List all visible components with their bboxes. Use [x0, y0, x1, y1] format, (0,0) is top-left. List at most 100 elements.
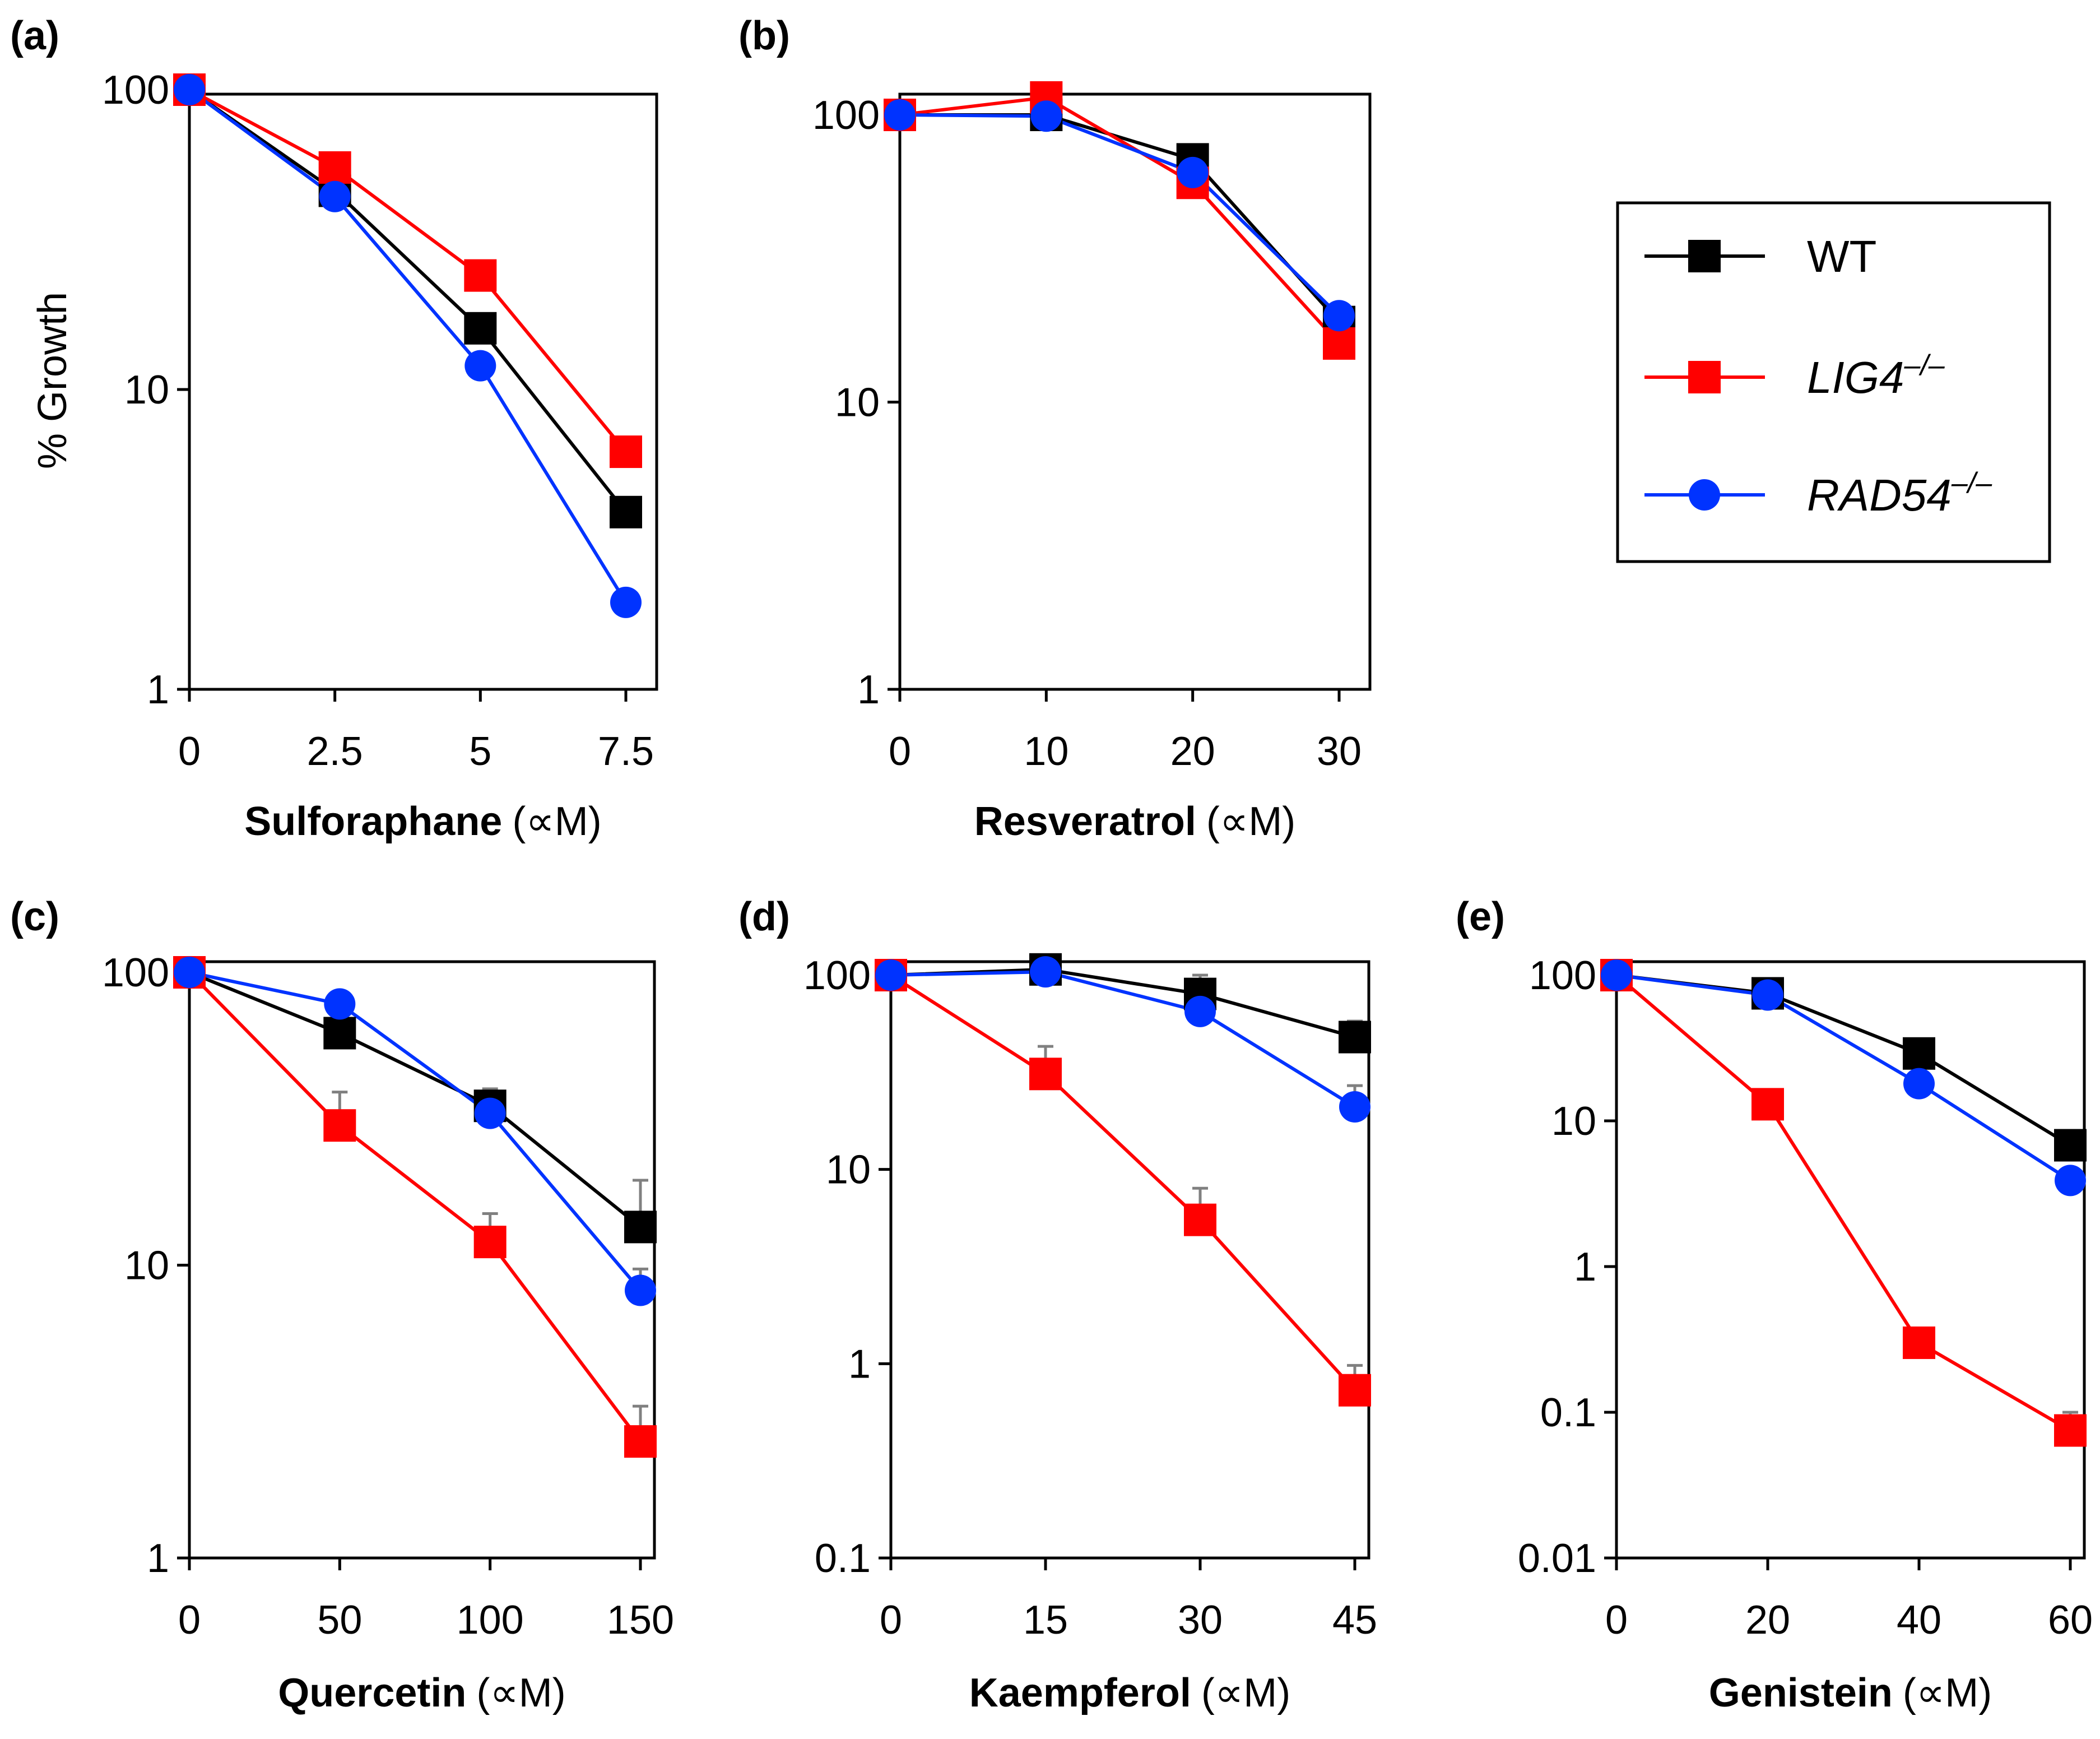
legend-marker — [1689, 479, 1720, 511]
point-LIG4 — [610, 435, 642, 469]
x-axis-label-compound: Genistein — [1709, 1671, 1893, 1715]
x-axis-label-unit: (∝M) — [512, 799, 601, 844]
point-LIG4 — [464, 259, 497, 292]
series-line-WT — [1616, 973, 2071, 1147]
point-LIG4 — [1323, 327, 1355, 360]
x-tick-label: 45 — [1332, 1598, 1377, 1643]
x-tick-label: 150 — [607, 1598, 674, 1643]
x-tick-label: 15 — [1023, 1598, 1068, 1643]
legend-superscript: –/– — [1951, 467, 1992, 499]
panel-b: 1 10 100 0 10 20 30 (b) Resveratrol (∝M) — [738, 13, 1372, 844]
x-tick-label: 100 — [457, 1598, 524, 1643]
y-tick-label: 10 — [826, 1148, 871, 1193]
series-line-LIG4 — [188, 971, 642, 1443]
x-tick-label: 20 — [1170, 729, 1215, 774]
y-tick-label: 1 — [147, 1536, 169, 1581]
x-axis-label: Kaempferol (∝M) — [969, 1671, 1290, 1715]
x-tick-label: 0 — [1605, 1598, 1628, 1643]
panel-label: (e) — [1456, 894, 1505, 939]
y-tick-label: 10 — [124, 1244, 169, 1288]
point-RAD54 — [1323, 300, 1355, 332]
panel-label: (a) — [10, 13, 59, 58]
panel-d: 0.1 1 10 100 0 15 30 45 (d) Kaempferol (∝M) — [738, 894, 1377, 1715]
x-tick-label: 2.5 — [307, 729, 363, 774]
point-WT — [610, 495, 642, 528]
legend-label: RAD54–/– — [1807, 467, 1992, 520]
x-tick-label: 7.5 — [598, 729, 654, 774]
x-tick-label: 5 — [469, 729, 491, 774]
x-axis-label-compound: Kaempferol — [969, 1671, 1191, 1715]
legend: WT LIG4–/– RAD54–/– — [1616, 201, 2051, 563]
series-line-RAD54 — [1616, 973, 2071, 1182]
point-LIG4 — [1184, 1203, 1216, 1236]
point-LIG4 — [1751, 1088, 1784, 1121]
y-tick-label: 100 — [803, 953, 871, 998]
point-RAD54 — [1903, 1068, 1935, 1100]
point-RAD54 — [884, 99, 916, 131]
x-tick-label: 30 — [1178, 1598, 1223, 1643]
legend-label: WT — [1807, 231, 1876, 281]
point-LIG4 — [2054, 1414, 2087, 1447]
point-LIG4 — [473, 1226, 507, 1259]
x-axis-label-unit: (∝M) — [1201, 1671, 1290, 1715]
x-tick-label: 0 — [178, 1598, 201, 1643]
series-line-WT — [188, 971, 642, 1228]
legend-label: LIG4–/– — [1807, 349, 1945, 402]
point-RAD54 — [625, 1274, 656, 1306]
series-line-LIG4 — [188, 88, 628, 453]
x-tick-label: 0 — [889, 729, 911, 774]
point-RAD54 — [1752, 979, 1783, 1011]
series-line-RAD54 — [899, 113, 1341, 317]
y-tick-label: 1 — [1574, 1245, 1596, 1290]
series-line-WT — [890, 967, 1355, 1039]
x-axis-label-compound: Sulforaphane — [244, 799, 502, 844]
series-line-RAD54 — [189, 971, 642, 1292]
series-line-LIG4 — [890, 973, 1356, 1392]
panel-c: 1 10 100 0 50 100 150 (c) Quercetin (∝M) — [10, 894, 674, 1715]
plot-frame — [889, 960, 1370, 1560]
point-LIG4 — [1339, 1374, 1371, 1407]
y-tick-label: 100 — [1529, 953, 1596, 998]
x-axis-label: Genistein (∝M) — [1709, 1671, 1992, 1715]
panel-label: (d) — [738, 894, 790, 939]
y-tick-label: 0.1 — [815, 1536, 871, 1581]
point-WT — [624, 1211, 657, 1244]
y-tick-label: 1 — [848, 1342, 871, 1386]
y-tick-label: 10 — [835, 381, 880, 425]
series-line-RAD54 — [188, 88, 628, 604]
x-tick-label: 30 — [1317, 729, 1362, 774]
point-RAD54 — [1177, 156, 1209, 188]
panel-a: 1 10 100 0 2.5 5 7.5 (a) Sulforaphane (∝M) % Growt… — [10, 13, 658, 844]
series-line-RAD54 — [890, 970, 1356, 1109]
y-axis-label: % Growth — [30, 292, 75, 469]
y-tick-label: 0.1 — [1540, 1390, 1596, 1435]
point-RAD54 — [610, 586, 642, 618]
panel-e: 0.01 0.1 1 10 100 0 20 40 60 (e) Genistein (∝M) — [1456, 894, 2093, 1715]
plot-frame — [188, 960, 656, 1560]
series-line-LIG4 — [1615, 973, 2071, 1432]
x-axis-label: Resveratrol (∝M) — [974, 799, 1296, 844]
legend-entry-WT: WT — [1644, 231, 1876, 281]
x-axis-label-unit: (∝M) — [1903, 1671, 1992, 1715]
panel-label: (b) — [738, 13, 790, 58]
x-tick-label: 10 — [1024, 729, 1068, 774]
point-RAD54 — [174, 74, 205, 105]
y-tick-label: 10 — [1551, 1099, 1596, 1144]
point-RAD54 — [1339, 1091, 1370, 1123]
y-tick-label: 100 — [102, 950, 169, 995]
x-tick-label: 20 — [1745, 1598, 1790, 1643]
point-LIG4 — [624, 1425, 657, 1458]
x-axis-label: Quercetin (∝M) — [278, 1671, 565, 1715]
point-RAD54 — [2055, 1165, 2086, 1197]
x-axis-label-compound: Quercetin — [278, 1671, 466, 1715]
x-axis-label-compound: Resveratrol — [974, 799, 1196, 844]
plot-frame — [1615, 960, 2086, 1560]
y-tick-label: 100 — [812, 93, 880, 138]
point-WT — [1339, 1021, 1371, 1054]
plot-frame — [188, 92, 658, 691]
series-line-LIG4 — [899, 95, 1341, 345]
point-WT — [1903, 1037, 1935, 1070]
point-LIG4 — [1029, 1058, 1062, 1091]
